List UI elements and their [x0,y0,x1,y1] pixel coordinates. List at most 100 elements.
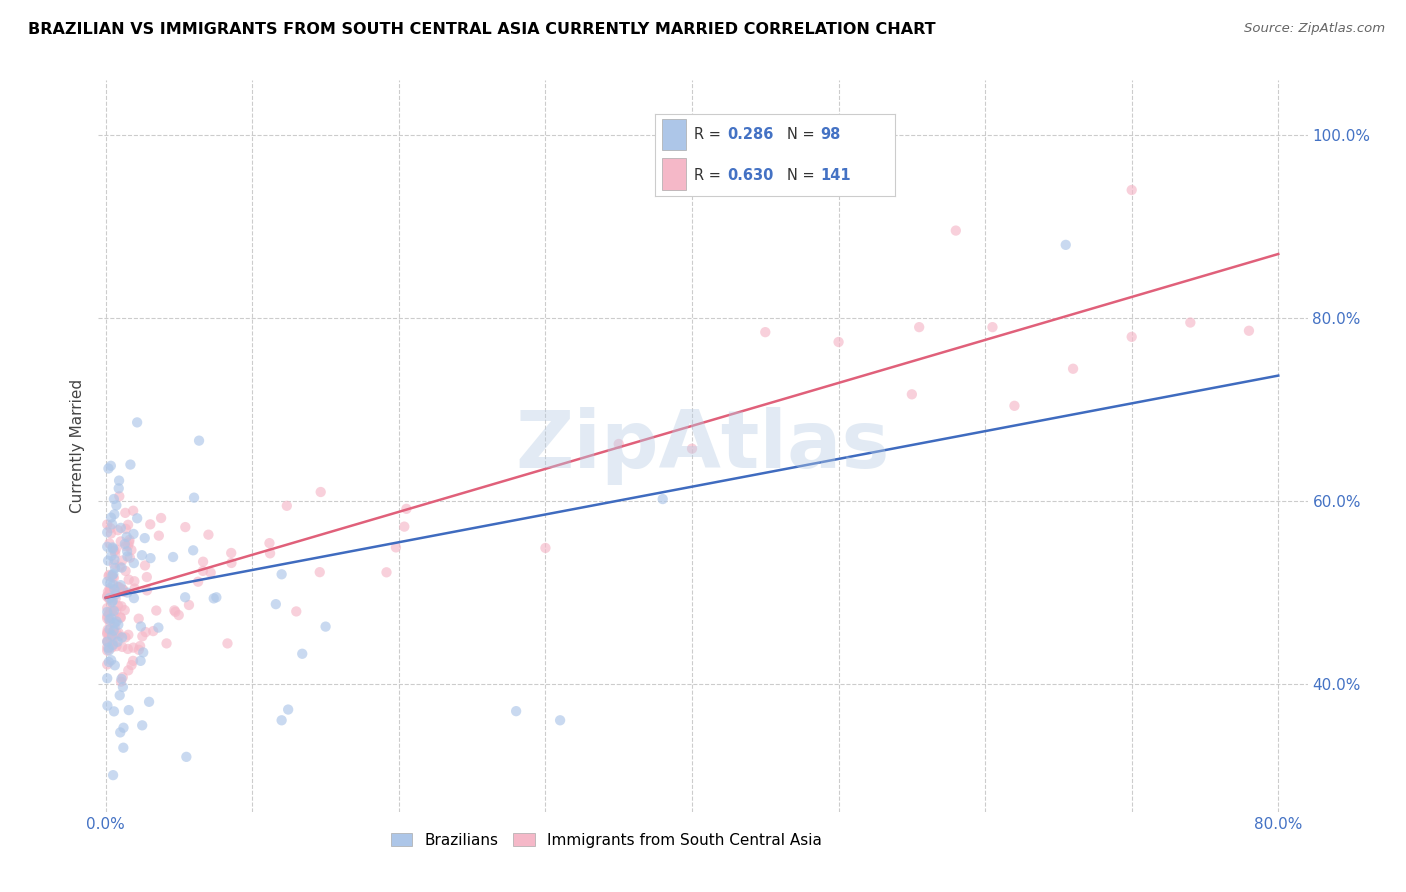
Point [145,603,167,617]
Point [285,604,308,618]
Point [96,605,118,619]
Point [122,556,145,570]
Point [120,458,142,472]
Point [96,640,118,655]
Point [107,634,129,648]
Point [114,564,136,578]
Point [135,625,157,640]
Point [98,629,121,643]
Point [103,616,125,631]
Point [96,657,118,672]
Point [100,583,122,598]
Point [117,642,139,657]
Point [219,546,242,560]
Point [115,530,138,544]
Point [97,461,120,475]
Point [101,632,124,647]
Point [162,549,184,564]
Point [165,605,187,619]
Point [96,601,118,615]
Point [104,620,127,634]
Point [103,608,125,623]
Point [395,501,418,516]
FancyBboxPatch shape [662,119,686,150]
Point [101,595,124,609]
Point [101,541,124,556]
Point [103,566,125,581]
Point [385,541,408,555]
Point [1004,399,1026,413]
Point [127,511,149,525]
Point [105,499,128,513]
Point [101,593,124,607]
Point [139,551,162,566]
Point [108,629,131,643]
Point [100,611,122,625]
Point [110,534,132,549]
Point [191,555,214,569]
Point [111,631,134,645]
Point [1237,324,1260,338]
Point [107,481,129,495]
Point [110,674,132,689]
Text: N =: N = [787,168,820,183]
Point [163,603,186,617]
Point [96,643,118,657]
Point [114,603,136,617]
Point [110,611,132,625]
Point [108,474,131,488]
Text: 98: 98 [821,128,841,143]
Point [105,626,128,640]
Point [259,546,281,560]
Point [114,631,136,645]
Point [901,387,924,401]
Point [101,594,124,608]
Point [98,591,121,605]
Point [118,703,141,717]
Point [98,622,121,636]
Point [375,566,398,580]
Point [291,647,314,661]
Point [1121,183,1143,197]
Point [107,599,129,613]
Point [108,559,131,574]
Y-axis label: Currently Married: Currently Married [69,379,84,513]
Text: 0.630: 0.630 [727,168,773,183]
Point [150,511,173,525]
Point [651,491,673,506]
Point [112,584,135,599]
Point [97,607,120,622]
Point [96,609,118,624]
Point [118,535,141,549]
Point [183,491,205,505]
Point [96,625,118,640]
Point [107,617,129,632]
Point [110,578,132,592]
Point [103,604,125,618]
Point [548,714,571,728]
Point [101,541,124,555]
Point [121,658,143,673]
Point [100,521,122,535]
Point [112,582,135,597]
Point [100,640,122,655]
Point [124,582,146,596]
Point [117,539,139,553]
Point [108,580,131,594]
Point [139,517,162,532]
Point [110,725,132,739]
Point [97,554,120,568]
Point [115,544,138,558]
Point [114,537,136,551]
Point [114,522,136,536]
Point [96,525,118,540]
Point [174,591,197,605]
Point [118,533,141,547]
Point [112,740,135,755]
Point [108,689,131,703]
Point [98,536,121,550]
Point [103,624,125,638]
Text: R =: R = [693,128,725,143]
Point [96,574,118,589]
Point [108,489,131,503]
